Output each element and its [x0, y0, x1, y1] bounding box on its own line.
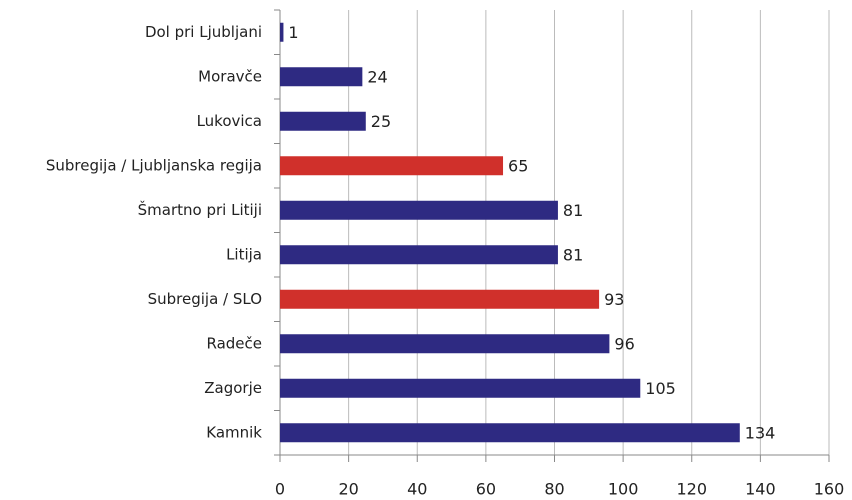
x-tick-label: 60 — [476, 480, 496, 499]
y-tick-label: Subregija / SLO — [148, 290, 262, 308]
bar — [280, 156, 504, 176]
y-tick-label: Dol pri Ljubljani — [145, 23, 262, 41]
y-tick-label: Zagorje — [204, 379, 262, 397]
bar — [280, 67, 363, 87]
bar — [280, 289, 600, 309]
y-tick-label: Moravče — [198, 67, 262, 85]
x-tick-label: 120 — [676, 480, 707, 499]
bar — [280, 22, 284, 42]
x-tick-label: 160 — [814, 480, 845, 499]
y-tick-label: Litija — [226, 245, 262, 263]
y-tick-label: Lukovica — [197, 112, 262, 130]
data-label: 81 — [563, 201, 583, 220]
y-tick-label: Radeče — [206, 334, 262, 352]
data-label: 24 — [367, 67, 387, 86]
x-tick-label: 40 — [407, 480, 427, 499]
bar — [280, 378, 641, 398]
x-tick-label: 80 — [544, 480, 564, 499]
data-label: 96 — [614, 334, 634, 353]
data-label: 65 — [508, 156, 528, 175]
x-tick-label: 100 — [608, 480, 639, 499]
y-tick-label: Šmartno pri Litiji — [138, 200, 262, 219]
data-label: 25 — [371, 112, 391, 131]
x-tick-label: 140 — [745, 480, 776, 499]
data-label: 105 — [645, 379, 676, 398]
data-label: 1 — [288, 23, 298, 42]
bar — [280, 111, 366, 131]
data-label: 93 — [604, 290, 624, 309]
bar — [280, 334, 610, 354]
x-tick-label: 20 — [338, 480, 358, 499]
bar — [280, 245, 558, 265]
x-tick-label: 0 — [275, 480, 285, 499]
y-tick-label: Subregija / Ljubljanska regija — [46, 156, 262, 174]
bar — [280, 423, 740, 443]
y-tick-label: Kamnik — [206, 423, 262, 441]
bar — [280, 200, 558, 220]
data-label: 81 — [563, 245, 583, 264]
data-label: 134 — [745, 423, 776, 442]
